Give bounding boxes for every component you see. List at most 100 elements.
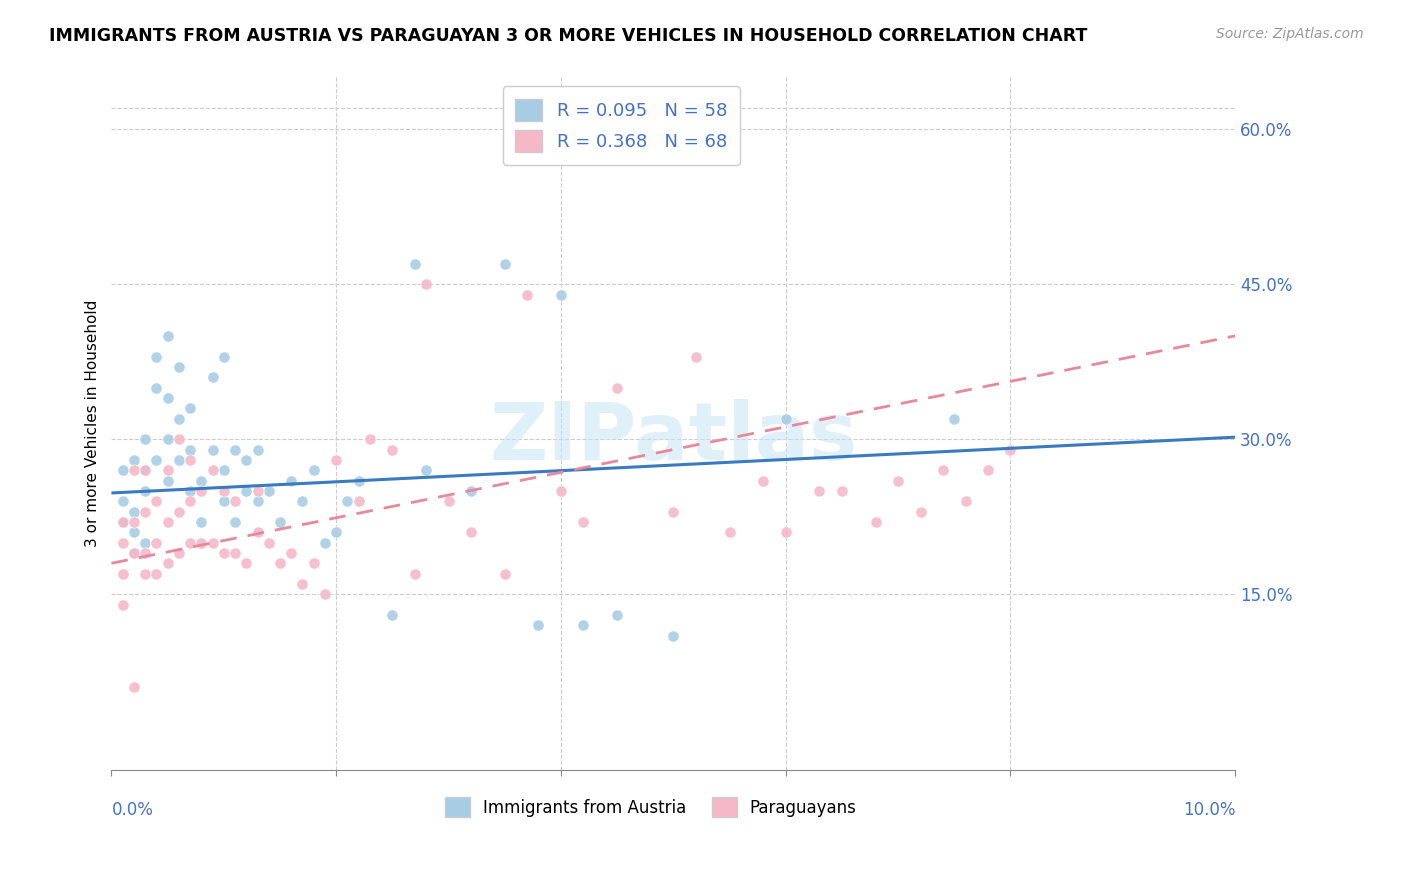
- Point: [606, 607, 628, 622]
- Point: [246, 442, 269, 457]
- Point: [212, 494, 235, 508]
- Point: [201, 463, 224, 477]
- Point: [134, 505, 156, 519]
- Point: [314, 587, 336, 601]
- Point: [257, 483, 280, 498]
- Point: [190, 483, 212, 498]
- Point: [179, 494, 201, 508]
- Point: [314, 535, 336, 549]
- Point: [381, 607, 404, 622]
- Point: [494, 566, 516, 581]
- Point: [134, 546, 156, 560]
- Point: [302, 463, 325, 477]
- Point: [516, 287, 538, 301]
- Point: [404, 566, 426, 581]
- Point: [156, 463, 179, 477]
- Text: 10.0%: 10.0%: [1182, 800, 1236, 819]
- Point: [235, 483, 257, 498]
- Text: ZIPatlas: ZIPatlas: [489, 399, 858, 476]
- Point: [111, 598, 134, 612]
- Point: [122, 681, 145, 695]
- Point: [134, 566, 156, 581]
- Point: [932, 463, 955, 477]
- Point: [145, 494, 167, 508]
- Point: [122, 453, 145, 467]
- Point: [572, 618, 595, 632]
- Point: [235, 556, 257, 570]
- Text: Source: ZipAtlas.com: Source: ZipAtlas.com: [1216, 27, 1364, 41]
- Point: [887, 474, 910, 488]
- Point: [325, 525, 347, 540]
- Point: [269, 515, 291, 529]
- Point: [662, 505, 685, 519]
- Point: [122, 515, 145, 529]
- Point: [156, 515, 179, 529]
- Point: [179, 535, 201, 549]
- Point: [775, 411, 797, 425]
- Point: [572, 515, 595, 529]
- Point: [156, 329, 179, 343]
- Point: [280, 474, 302, 488]
- Point: [122, 505, 145, 519]
- Point: [179, 442, 201, 457]
- Point: [134, 463, 156, 477]
- Point: [167, 359, 190, 374]
- Point: [460, 483, 482, 498]
- Point: [550, 483, 572, 498]
- Point: [381, 442, 404, 457]
- Point: [415, 463, 437, 477]
- Point: [134, 463, 156, 477]
- Point: [201, 442, 224, 457]
- Point: [224, 442, 246, 457]
- Point: [224, 494, 246, 508]
- Point: [662, 629, 685, 643]
- Point: [145, 566, 167, 581]
- Point: [775, 525, 797, 540]
- Point: [359, 432, 381, 446]
- Point: [122, 546, 145, 560]
- Point: [167, 432, 190, 446]
- Point: [550, 287, 572, 301]
- Point: [111, 515, 134, 529]
- Point: [156, 474, 179, 488]
- Point: [167, 411, 190, 425]
- Point: [291, 494, 314, 508]
- Point: [224, 515, 246, 529]
- Point: [212, 546, 235, 560]
- Point: [145, 453, 167, 467]
- Point: [302, 556, 325, 570]
- Text: 0.0%: 0.0%: [111, 800, 153, 819]
- Point: [246, 525, 269, 540]
- Point: [347, 494, 370, 508]
- Point: [910, 505, 932, 519]
- Point: [212, 463, 235, 477]
- Point: [212, 483, 235, 498]
- Point: [122, 463, 145, 477]
- Point: [831, 483, 853, 498]
- Point: [685, 350, 707, 364]
- Y-axis label: 3 or more Vehicles in Household: 3 or more Vehicles in Household: [86, 300, 100, 548]
- Point: [145, 350, 167, 364]
- Point: [527, 618, 550, 632]
- Point: [224, 546, 246, 560]
- Point: [122, 546, 145, 560]
- Point: [235, 453, 257, 467]
- Point: [336, 494, 359, 508]
- Point: [977, 463, 1000, 477]
- Point: [606, 380, 628, 394]
- Text: IMMIGRANTS FROM AUSTRIA VS PARAGUAYAN 3 OR MORE VEHICLES IN HOUSEHOLD CORRELATIO: IMMIGRANTS FROM AUSTRIA VS PARAGUAYAN 3 …: [49, 27, 1088, 45]
- Point: [156, 391, 179, 405]
- Point: [269, 556, 291, 570]
- Point: [179, 401, 201, 416]
- Point: [280, 546, 302, 560]
- Point: [246, 483, 269, 498]
- Point: [494, 256, 516, 270]
- Point: [291, 577, 314, 591]
- Legend: Immigrants from Austria, Paraguayans: Immigrants from Austria, Paraguayans: [439, 790, 863, 824]
- Point: [190, 535, 212, 549]
- Point: [134, 432, 156, 446]
- Point: [404, 256, 426, 270]
- Point: [145, 380, 167, 394]
- Point: [122, 525, 145, 540]
- Point: [865, 515, 887, 529]
